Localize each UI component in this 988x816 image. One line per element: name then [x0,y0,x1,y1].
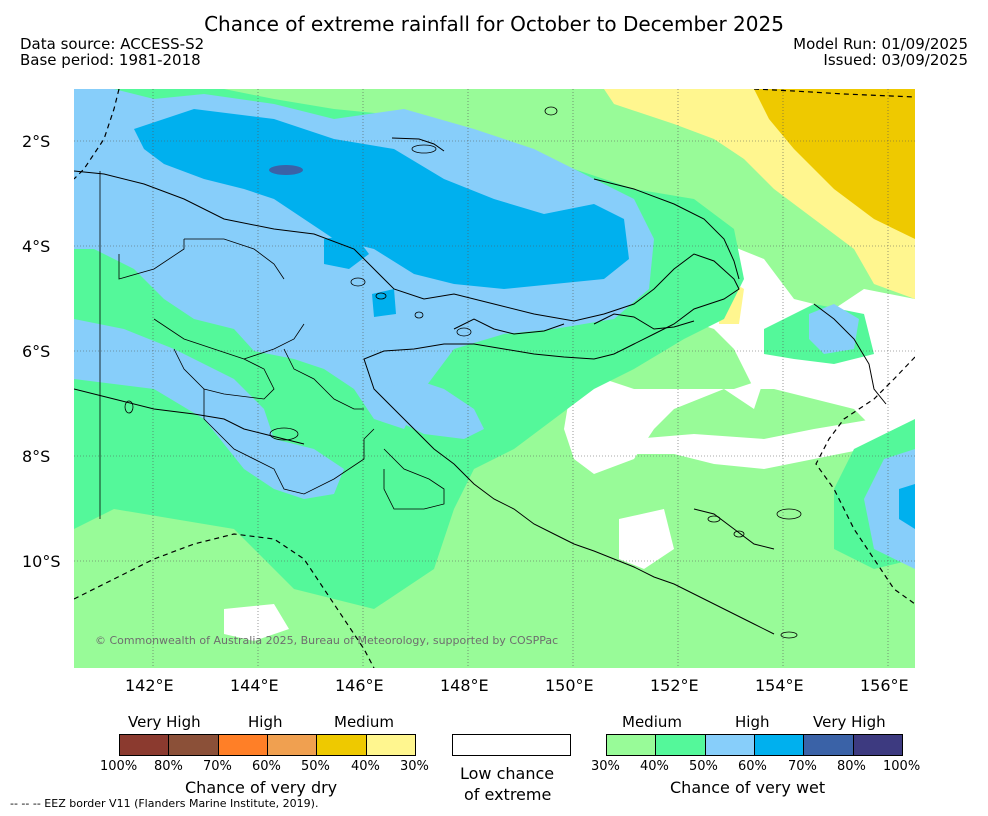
dry-pct: 40% [351,759,380,774]
wet-swatch [853,735,902,755]
wet-pct: 70% [788,759,817,774]
dry-colorbar [119,734,416,756]
copyright-notice: © Commonwealth of Australia 2025, Bureau… [95,634,559,647]
x-label-156e: 156°E [860,676,909,695]
dry-pct: 30% [400,759,429,774]
dry-pct: 50% [301,759,330,774]
dry-caption: Chance of very dry [185,778,338,797]
wet-high-se [864,449,915,569]
x-label-144e: 144°E [230,676,279,695]
wet-swatch [656,735,706,755]
y-label-10s: 10°S [22,552,61,571]
x-label-150e: 150°E [545,676,594,695]
dry-swatch [267,735,318,755]
dry-pct: 100% [100,759,138,774]
wet-high-west [74,319,344,499]
low-chance-caption-2: of extreme [464,785,552,804]
coastlines [74,137,887,635]
dry-pct: 60% [252,759,281,774]
wet-pct: 50% [689,759,718,774]
wet-pct: 100% [883,759,921,774]
x-label-142e: 142°E [125,676,174,695]
low-chance-caption-1: Low chance [460,764,555,783]
islands [124,106,802,639]
wet-very-high-patch-2 [372,289,396,317]
data-source: Data source: ACCESS-S2 [20,35,205,53]
dry-pct: 70% [203,759,232,774]
dry-swatch [317,735,367,755]
wet-colorbar [606,734,903,756]
x-label-148e: 148°E [440,676,489,695]
x-label-146e: 146°E [335,676,384,695]
dry-swatch [169,735,219,755]
y-label-4s: 4°S [22,237,51,256]
wet-very-high-area [134,109,629,289]
dry-medium-label: Medium [334,713,394,731]
graticule [74,89,915,668]
base-period: Base period: 1981-2018 [20,51,201,69]
dry-very-high-label: Very High [128,713,201,731]
x-label-152e: 152°E [650,676,699,695]
y-label-2s: 2°S [22,132,51,151]
wet-pct: 80% [837,759,866,774]
low-chance-swatch [452,734,571,756]
wet-medium-label: Medium [622,713,682,731]
wet-very-high-se [899,484,915,529]
wet-swatch [705,735,755,755]
x-label-154e: 154°E [755,676,804,695]
wet-swatch [607,735,657,755]
rainfall-map [74,89,915,668]
y-label-6s: 6°S [22,342,51,361]
wet-extreme-patch [269,165,303,175]
wet-very-high-patch [324,234,369,269]
wet-caption: Chance of very wet [670,778,826,797]
eez-border-note: -- -- -- EEZ border V11 (Flanders Marine… [10,797,319,810]
dry-swatch [120,735,170,755]
wet-pct: 60% [738,759,767,774]
wet-pct: 40% [640,759,669,774]
wet-swatch [804,735,854,755]
dry-high-area [754,89,915,239]
admin-borders [99,171,445,519]
dry-pct: 80% [154,759,183,774]
wet-high-label: High [735,713,770,731]
dry-swatch [366,735,415,755]
wet-pct: 30% [591,759,620,774]
dry-swatch [218,735,268,755]
wet-high-east [809,304,859,354]
model-run: Model Run: 01/09/2025 [793,35,968,53]
dry-high-label: High [248,713,283,731]
wet-swatch [754,735,805,755]
eez-borders [74,89,915,668]
issued-date: Issued: 03/09/2025 [823,51,968,69]
wet-very-high-label: Very High [813,713,886,731]
map-title: Chance of extreme rainfall for October t… [204,12,784,36]
y-label-8s: 8°S [22,447,51,466]
